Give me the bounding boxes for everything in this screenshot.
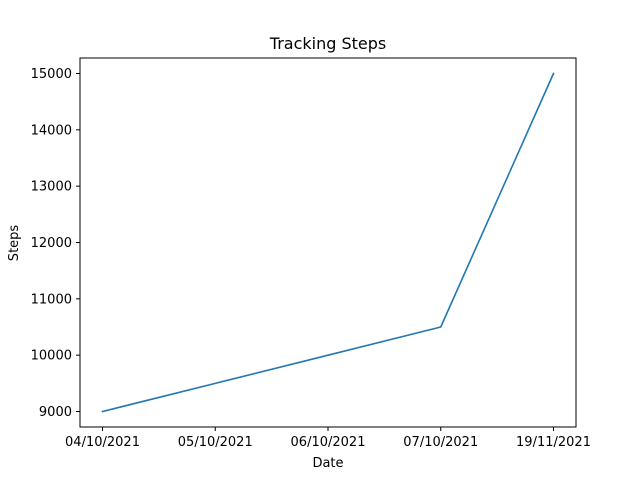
y-tick-label: 14000 [31,123,72,138]
y-tick-label: 15000 [31,67,72,82]
x-tick-label: 19/11/2021 [516,435,591,450]
y-tick-label: 11000 [31,292,72,307]
chart-title: Tracking Steps [269,34,386,53]
x-tick-label: 04/10/2021 [65,435,140,450]
y-tick-label: 12000 [31,236,72,251]
x-tick-label: 06/10/2021 [291,435,366,450]
plot-area: 9000 10000 11000 12000 13000 14000 15000 04/10/… [31,57,591,450]
y-axis-label: Steps [7,225,22,262]
x-tick-label: 05/10/2021 [178,435,253,450]
y-tick-label: 13000 [31,180,72,195]
x-axis-label: Date [312,456,343,471]
y-tick-label: 9000 [39,405,72,420]
series-line [101,72,555,413]
axes-frame [79,57,577,428]
x-tick-label: 07/10/2021 [403,435,478,450]
y-tick-label: 10000 [31,349,72,364]
